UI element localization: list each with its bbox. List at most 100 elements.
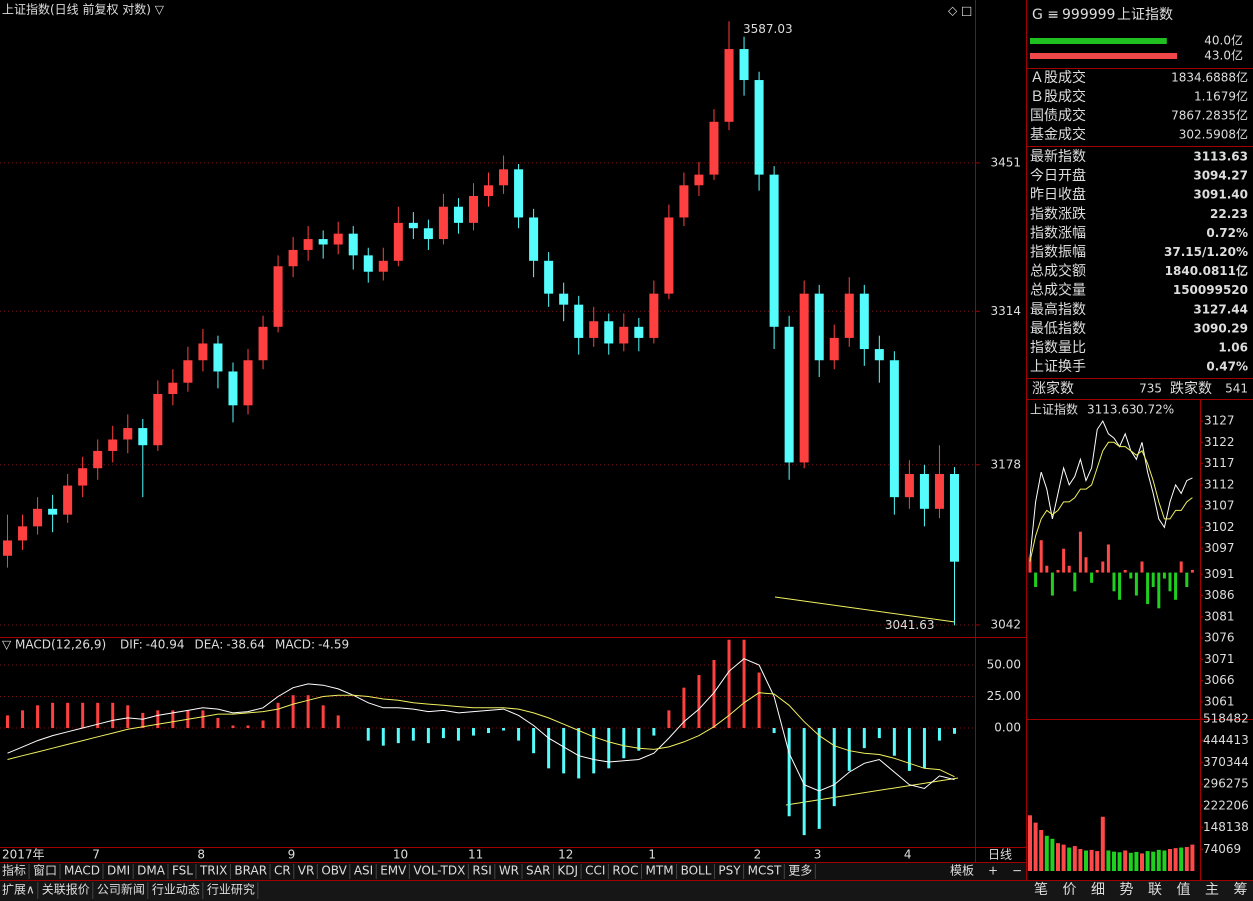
- template-tab[interactable]: −: [1012, 864, 1022, 878]
- indicator-tab[interactable]: 更多: [788, 864, 812, 878]
- trend-line: [774, 596, 956, 623]
- dif-value: -40.94: [146, 638, 185, 652]
- y-tick-label: 3071: [1204, 652, 1235, 666]
- indicator-tab[interactable]: DMI: [107, 864, 130, 878]
- side-tab[interactable]: 值: [1177, 882, 1191, 898]
- indicator-tab[interactable]: ROC: [612, 864, 638, 878]
- indicator-tab[interactable]: KDJ: [557, 864, 578, 878]
- y-tick-label: 3042: [990, 617, 1021, 631]
- candle-body: [363, 255, 373, 272]
- candle-body: [408, 222, 418, 229]
- candle-body: [754, 80, 764, 175]
- toolbar-bg: [0, 863, 1026, 880]
- stat-label: 总成交量: [1030, 282, 1086, 299]
- stat-value: 3113.63: [1193, 150, 1248, 164]
- indicator-tab[interactable]: VR: [298, 864, 315, 878]
- y-tick-label: 3091: [1204, 567, 1235, 581]
- indicator-tab[interactable]: OBV: [321, 864, 347, 878]
- link-tab[interactable]: 行业研究: [207, 882, 255, 897]
- candle-body: [468, 195, 478, 223]
- stat-label: 指数量比: [1030, 340, 1086, 356]
- stat-label: 上证换手: [1030, 358, 1086, 375]
- indicator-tab[interactable]: BRAR: [234, 864, 267, 878]
- indicator-tab[interactable]: VOL-TDX: [413, 864, 465, 878]
- candle-body: [604, 321, 614, 344]
- indicator-tab[interactable]: ASI: [354, 864, 373, 878]
- indicator-tab[interactable]: CCI: [585, 864, 605, 878]
- candle-body: [844, 293, 854, 338]
- indicator-tab[interactable]: 指标: [2, 863, 26, 878]
- macd-label: MACD:: [275, 638, 315, 652]
- y-tick-label: 3061: [1204, 694, 1235, 708]
- stat-label: 最高指数: [1030, 301, 1086, 318]
- intraday-change: 0.72%: [1136, 403, 1174, 417]
- candle-body: [919, 473, 929, 509]
- stat-label: 指数涨跌: [1030, 206, 1086, 222]
- indicator-tab[interactable]: PSY: [718, 864, 741, 878]
- x-tick-label: 4: [904, 848, 912, 862]
- side-tab[interactable]: 主: [1205, 882, 1219, 898]
- indicator-tab[interactable]: SAR: [526, 864, 550, 878]
- side-tab[interactable]: 笔: [1034, 882, 1048, 898]
- template-tab[interactable]: 模板: [950, 864, 974, 878]
- indicator-tab[interactable]: WR: [499, 864, 519, 878]
- y-tick-label: 3112: [1204, 477, 1235, 491]
- turnover-label: 基金成交: [1030, 126, 1086, 143]
- indicator-tab[interactable]: TRIX: [199, 864, 227, 878]
- x-tick-label: 10: [393, 848, 408, 862]
- candle-body: [559, 293, 569, 305]
- dea-label: DEA:: [194, 638, 223, 652]
- turnover-value: 302.5908亿: [1179, 127, 1248, 142]
- candle-body: [484, 185, 494, 196]
- macd-title: ▽ MACD(12,26,9): [2, 638, 106, 652]
- candle-body: [93, 450, 103, 469]
- candle-body: [48, 508, 58, 515]
- candle-body: [348, 233, 358, 256]
- candle-body: [859, 293, 869, 350]
- candle-body: [619, 326, 629, 344]
- x-tick-label: 9: [288, 848, 296, 862]
- stat-label: 指数涨幅: [1030, 225, 1086, 241]
- link-tab[interactable]: 公司新闻: [97, 882, 145, 897]
- candle-body: [664, 217, 674, 294]
- link-tab[interactable]: 关联报价: [42, 882, 90, 897]
- y-tick-label: 3178: [990, 457, 1021, 471]
- indicator-tab[interactable]: FSL: [172, 864, 193, 878]
- indicator-tab[interactable]: 窗口: [33, 864, 57, 878]
- side-tab[interactable]: 联: [1148, 882, 1162, 898]
- intraday-title: 上证指数: [1030, 402, 1078, 417]
- candle-body: [634, 326, 644, 338]
- candle-body: [934, 473, 944, 509]
- y-tick-label: 148138: [1203, 820, 1249, 834]
- side-tab[interactable]: 细: [1091, 882, 1105, 898]
- candle-body: [318, 239, 328, 245]
- stat-value: 0.72%: [1206, 226, 1248, 240]
- stat-value: 3127.44: [1193, 302, 1248, 316]
- max-label: 3587.03: [743, 22, 793, 36]
- candle-body: [258, 326, 268, 361]
- y-tick-label: 3314: [990, 304, 1021, 318]
- indicator-tab[interactable]: MTM: [646, 864, 674, 878]
- indicator-tab[interactable]: MCST: [748, 864, 782, 878]
- candle-body: [874, 349, 884, 361]
- y-tick-label: 518482: [1203, 712, 1249, 726]
- intraday-line: [1029, 441, 1193, 562]
- y-tick-label: 50.00: [987, 657, 1021, 671]
- indicator-tab[interactable]: DMA: [137, 864, 166, 878]
- template-tab[interactable]: +: [988, 864, 998, 878]
- indicator-tab[interactable]: RSI: [472, 864, 492, 878]
- candle-body: [138, 428, 148, 446]
- side-tab[interactable]: 势: [1120, 882, 1134, 898]
- side-tab[interactable]: 价: [1063, 882, 1077, 898]
- indicator-tab[interactable]: BOLL: [681, 864, 712, 878]
- indicator-tab[interactable]: CR: [274, 864, 291, 878]
- turnover-value: 1.1679亿: [1194, 89, 1248, 104]
- indicator-tab[interactable]: EMV: [380, 864, 407, 878]
- link-tab[interactable]: 行业动态: [152, 883, 200, 897]
- indicator-tab[interactable]: MACD: [64, 864, 100, 878]
- quote-name: 上证指数: [1117, 7, 1173, 23]
- side-tab[interactable]: 筹: [1234, 881, 1248, 898]
- link-tab[interactable]: 扩展∧: [2, 883, 35, 897]
